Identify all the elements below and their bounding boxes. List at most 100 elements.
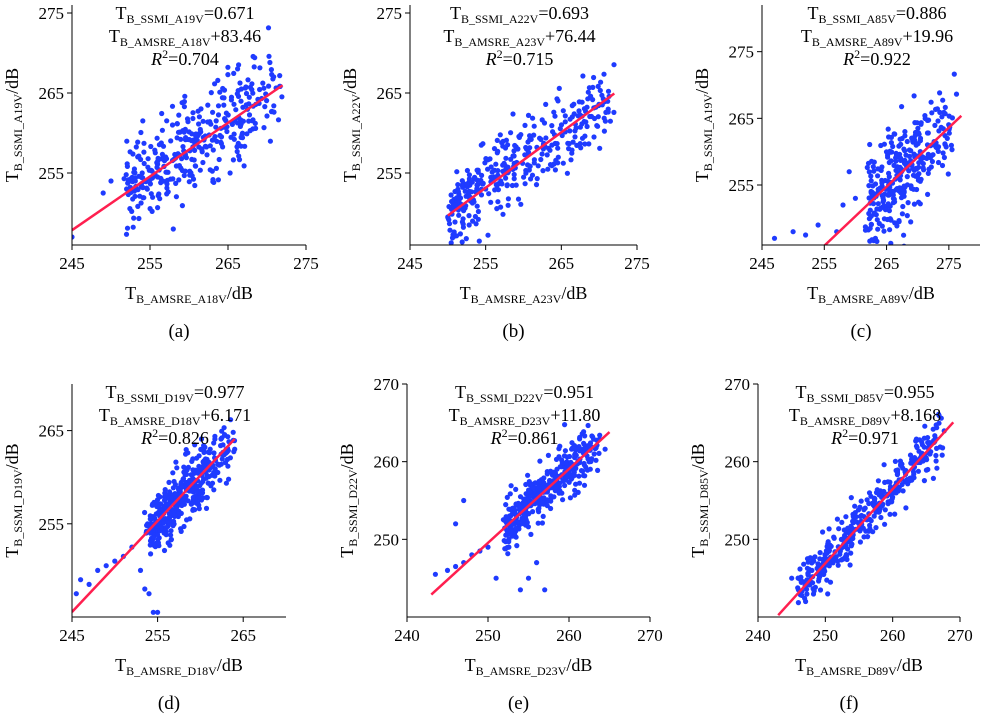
data-point: [858, 512, 865, 519]
data-point: [547, 147, 553, 153]
data-point: [862, 505, 868, 511]
data-point: [155, 536, 161, 543]
data-point: [452, 202, 458, 208]
panel-e: 240 250 260 270 250 260 270 TB_AMSRE_D23V/dB TB_…: [337, 375, 663, 714]
data-point: [916, 160, 922, 166]
equation-line-1: TB_SSMI_A85V=0.886: [807, 3, 946, 26]
data-point: [223, 480, 229, 486]
data-point: [881, 462, 887, 468]
data-point: [835, 558, 841, 564]
data-point: [216, 156, 222, 163]
data-point: [222, 460, 229, 466]
data-point: [886, 208, 893, 214]
data-point: [591, 451, 597, 457]
data-point: [825, 591, 831, 597]
data-point: [257, 86, 263, 93]
data-point: [189, 458, 195, 464]
data-point: [495, 199, 501, 205]
data-point: [535, 163, 541, 169]
y-tick-label: 265: [377, 84, 403, 103]
data-point: [942, 104, 948, 110]
x-axis-label: TB_AMSRE_A89V/dB: [807, 283, 935, 306]
data-point: [596, 450, 602, 456]
data-point: [892, 458, 899, 464]
data-point: [264, 113, 270, 119]
y-tick-label: 260: [725, 453, 751, 472]
data-point: [587, 466, 593, 472]
data-point: [826, 547, 833, 554]
data-point: [582, 433, 588, 439]
data-point: [179, 484, 185, 490]
data-point: [181, 172, 187, 179]
data-point: [572, 492, 578, 498]
data-point: [510, 111, 516, 117]
data-point: [865, 534, 871, 540]
data-point: [475, 208, 481, 215]
data-point: [587, 113, 593, 120]
data-point: [591, 74, 597, 81]
data-point: [234, 143, 240, 149]
data-point: [100, 190, 106, 196]
data-point: [160, 178, 166, 184]
data-point: [124, 161, 130, 167]
data-point: [513, 486, 519, 492]
data-point: [935, 148, 941, 154]
data-point: [939, 114, 945, 120]
data-point: [261, 125, 267, 131]
data-point: [192, 442, 198, 448]
data-point: [475, 169, 481, 175]
data-point: [192, 182, 198, 189]
data-point: [511, 176, 517, 182]
data-point: [871, 168, 877, 174]
data-point: [226, 476, 232, 482]
data-point: [504, 182, 510, 188]
regression-line: [430, 431, 611, 596]
data-point: [504, 528, 510, 534]
x-tick-label: 275: [624, 254, 650, 273]
data-point: [231, 131, 237, 137]
data-point: [511, 148, 517, 154]
data-point: [261, 85, 267, 91]
data-point: [517, 494, 524, 500]
panel-label: (f): [840, 693, 859, 714]
data-point: [535, 506, 541, 513]
data-point: [566, 141, 572, 147]
data-point: [146, 591, 152, 597]
data-point: [866, 183, 872, 189]
panel-f: 240 250 260 270 250 260 270 TB_AMSRE_D89V/dB TB_…: [688, 375, 973, 714]
data-point: [513, 525, 519, 531]
data-point: [472, 213, 478, 220]
data-point: [951, 71, 957, 77]
data-point: [191, 157, 197, 163]
data-point: [220, 144, 226, 150]
data-point: [504, 544, 510, 551]
data-point: [200, 118, 206, 124]
data-point: [908, 219, 914, 225]
data-point: [559, 490, 565, 496]
data-point: [103, 563, 109, 569]
data-point: [915, 177, 922, 183]
data-point: [867, 522, 873, 529]
data-point: [169, 122, 176, 128]
data-point: [924, 130, 931, 136]
data-point: [163, 525, 169, 531]
data-point: [493, 575, 499, 581]
data-point: [166, 520, 172, 526]
data-point: [95, 567, 101, 574]
data-point: [475, 181, 481, 188]
data-point: [139, 170, 145, 176]
data-point: [531, 132, 537, 138]
data-point: [585, 422, 591, 429]
data-point: [885, 178, 891, 184]
data-point: [597, 145, 603, 151]
data-point: [142, 586, 148, 592]
data-point: [186, 137, 192, 143]
data-point: [432, 571, 438, 577]
data-point: [131, 166, 137, 172]
data-point: [929, 158, 936, 165]
data-point: [249, 87, 255, 93]
r-squared-label: R2=0.861: [490, 426, 559, 448]
data-point: [827, 579, 834, 585]
data-point: [446, 221, 453, 227]
data-point: [108, 178, 114, 184]
